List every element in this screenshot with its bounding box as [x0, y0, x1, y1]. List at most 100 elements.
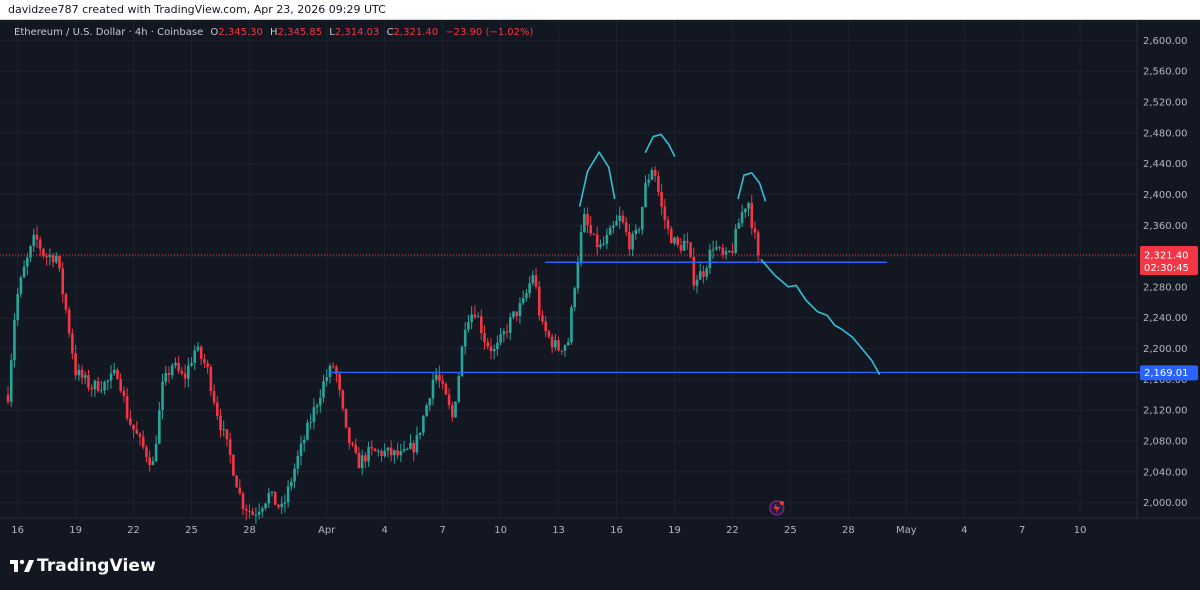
- head-arc[interactable]: [644, 133, 676, 157]
- candle-body[interactable]: [9, 360, 13, 402]
- candle-body[interactable]: [90, 387, 94, 390]
- candle-body[interactable]: [422, 416, 425, 433]
- candle-body[interactable]: [415, 435, 419, 453]
- candle-body[interactable]: [280, 503, 283, 508]
- candle-body[interactable]: [676, 237, 679, 246]
- candle-body[interactable]: [335, 366, 338, 375]
- candle-body[interactable]: [338, 374, 341, 391]
- candle-body[interactable]: [686, 240, 689, 243]
- candle-body[interactable]: [196, 346, 200, 351]
- candle-body[interactable]: [161, 381, 164, 411]
- candle-body[interactable]: [602, 243, 605, 245]
- candle-body[interactable]: [454, 401, 457, 418]
- candle-body[interactable]: [473, 314, 477, 318]
- candle-body[interactable]: [386, 447, 390, 451]
- candle-body[interactable]: [357, 452, 361, 469]
- candle-body[interactable]: [457, 376, 461, 402]
- candle-body[interactable]: [650, 170, 654, 180]
- candle-body[interactable]: [460, 346, 464, 377]
- candle-body[interactable]: [51, 255, 55, 263]
- candle-body[interactable]: [122, 390, 126, 397]
- candle-body[interactable]: [550, 336, 554, 348]
- candle-body[interactable]: [434, 374, 438, 380]
- candle-body[interactable]: [96, 380, 100, 392]
- candle-body[interactable]: [180, 370, 184, 374]
- candle-body[interactable]: [341, 390, 345, 409]
- candle-body[interactable]: [35, 234, 39, 240]
- candle-body[interactable]: [293, 468, 296, 482]
- candle-body[interactable]: [673, 237, 676, 244]
- candle-body[interactable]: [624, 222, 628, 232]
- candle-body[interactable]: [154, 443, 158, 462]
- candle-body[interactable]: [425, 405, 428, 417]
- candle-body[interactable]: [547, 331, 551, 337]
- candle-body[interactable]: [376, 450, 380, 452]
- candle-body[interactable]: [653, 170, 657, 177]
- candle-body[interactable]: [380, 450, 383, 456]
- candle-body[interactable]: [695, 279, 699, 286]
- candle-body[interactable]: [566, 342, 570, 346]
- candle-body[interactable]: [261, 508, 264, 512]
- candle-body[interactable]: [351, 443, 354, 445]
- candle-body[interactable]: [177, 362, 180, 371]
- candle-body[interactable]: [389, 447, 393, 456]
- candle-body[interactable]: [396, 450, 399, 456]
- candle-body[interactable]: [383, 450, 387, 456]
- candle-body[interactable]: [727, 250, 731, 252]
- candle-body[interactable]: [447, 394, 451, 406]
- candle-body[interactable]: [100, 390, 103, 392]
- candle-body[interactable]: [486, 342, 490, 347]
- candle-body[interactable]: [222, 429, 226, 431]
- candle-body[interactable]: [479, 316, 483, 334]
- candle-body[interactable]: [496, 342, 499, 350]
- candle-body[interactable]: [489, 346, 493, 352]
- candle-body[interactable]: [444, 383, 448, 395]
- candle-body[interactable]: [399, 451, 403, 456]
- candle-body[interactable]: [679, 245, 683, 251]
- candle-body[interactable]: [463, 329, 467, 347]
- candle-body[interactable]: [608, 227, 612, 235]
- candle-body[interactable]: [209, 367, 213, 392]
- candle-body[interactable]: [521, 298, 525, 304]
- candle-body[interactable]: [470, 314, 473, 322]
- candle-body[interactable]: [554, 340, 557, 348]
- candle-body[interactable]: [705, 268, 708, 277]
- candle-body[interactable]: [228, 439, 232, 455]
- candle-body[interactable]: [428, 398, 432, 406]
- candle-body[interactable]: [273, 491, 277, 505]
- candle-body[interactable]: [116, 369, 119, 380]
- candle-body[interactable]: [360, 455, 364, 469]
- candle-body[interactable]: [58, 255, 61, 269]
- candle-body[interactable]: [132, 424, 135, 430]
- candle-body[interactable]: [277, 504, 280, 508]
- candle-body[interactable]: [499, 334, 502, 343]
- candle-body[interactable]: [13, 320, 16, 361]
- candle-body[interactable]: [370, 446, 374, 449]
- candle-body[interactable]: [589, 225, 593, 234]
- candle-body[interactable]: [666, 220, 670, 229]
- candle-body[interactable]: [689, 242, 692, 257]
- candle-body[interactable]: [534, 275, 538, 287]
- candle-body[interactable]: [93, 380, 97, 390]
- candle-body[interactable]: [32, 234, 36, 247]
- candle-body[interactable]: [528, 283, 531, 294]
- candle-body[interactable]: [637, 229, 641, 231]
- candle-body[interactable]: [61, 268, 65, 295]
- candle-body[interactable]: [573, 288, 576, 308]
- candle-body[interactable]: [135, 429, 139, 434]
- candle-body[interactable]: [451, 405, 454, 418]
- candle-body[interactable]: [16, 294, 19, 321]
- candle-body[interactable]: [206, 363, 209, 368]
- candle-body[interactable]: [640, 206, 644, 230]
- candle-body[interactable]: [367, 446, 370, 462]
- candle-body[interactable]: [515, 311, 519, 316]
- candle-body[interactable]: [492, 349, 496, 352]
- candle-body[interactable]: [393, 450, 396, 456]
- candle-body[interactable]: [412, 443, 415, 453]
- candle-body[interactable]: [347, 427, 351, 444]
- candle-body[interactable]: [692, 256, 696, 286]
- candle-body[interactable]: [164, 373, 168, 382]
- candle-body[interactable]: [45, 255, 48, 258]
- candle-body[interactable]: [87, 375, 90, 388]
- candle-body[interactable]: [6, 394, 10, 402]
